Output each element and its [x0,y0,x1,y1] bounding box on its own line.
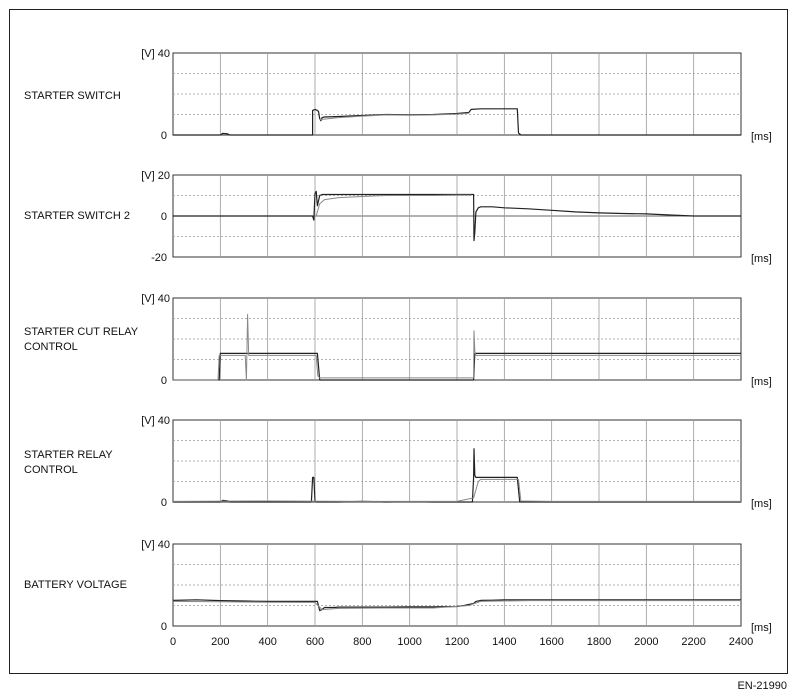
series-line-2-0 [173,352,741,381]
series-line-1-1 [315,194,472,217]
x-tick-label-2200: 2200 [681,636,705,648]
y-tick-label-2-0: 0 [161,375,167,387]
y-tick-label-1-max: [V] 20 [141,170,170,182]
series-line-0-1 [319,112,469,121]
series-line-4-1 [172,600,741,611]
x-tick-label-2400: 2400 [729,636,753,648]
figure-reference: EN-21990 [737,680,787,692]
series-line-2-1 [173,313,741,381]
channel-label-starter-cut-relay-control: STARTER CUT RELAY CONTROL [24,326,139,353]
y-tick-label-1-0: 0 [161,211,167,223]
channel-label-starter-relay-control: STARTER RELAY CONTROL [24,449,113,476]
y-tick-label-0-max: [V] 40 [141,48,170,60]
x-tick-label-0: 0 [170,636,176,648]
series-line-3-0 [173,448,741,503]
y-tick-label-3-0: 0 [161,497,167,509]
x-unit-label-2: [ms] [751,376,772,388]
y-tick-label-4-0: 0 [161,621,167,633]
series-line-3-1 [172,478,741,502]
channel-label-battery-voltage: BATTERY VOLTAGE [24,579,127,591]
x-tick-label-1600: 1600 [539,636,563,648]
x-tick-label-400: 400 [258,636,276,648]
x-tick-label-1000: 1000 [397,636,421,648]
y-tick-label-1--20: -20 [151,252,167,264]
series-line-4-0 [172,599,741,612]
x-unit-label-3: [ms] [751,498,772,510]
x-unit-label-0: [ms] [751,131,772,143]
x-tick-label-1800: 1800 [587,636,611,648]
channel-label-starter-switch-2: STARTER SWITCH 2 [24,210,130,222]
x-tick-label-1400: 1400 [492,636,516,648]
x-unit-label-4: [ms] [751,622,772,634]
x-tick-label-1200: 1200 [445,636,469,648]
x-tick-label-200: 200 [211,636,229,648]
figure-frame [9,9,788,674]
x-tick-label-2000: 2000 [634,636,658,648]
y-tick-label-4-max: [V] 40 [141,539,170,551]
channel-label-starter-switch: STARTER SWITCH [24,90,121,102]
y-tick-label-0-0: 0 [161,130,167,142]
x-tick-label-800: 800 [353,636,371,648]
y-tick-label-2-max: [V] 40 [141,293,170,305]
y-tick-label-3-max: [V] 40 [141,415,170,427]
x-tick-label-600: 600 [306,636,324,648]
x-unit-label-1: [ms] [751,253,772,265]
series-line-1-0 [173,190,741,242]
